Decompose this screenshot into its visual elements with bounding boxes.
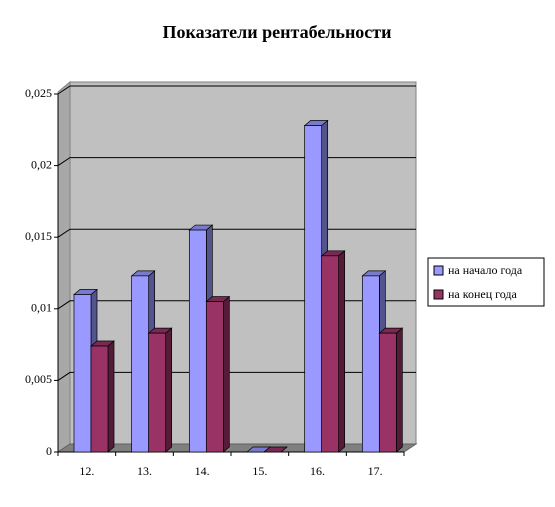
y-tick-label: 0,01 bbox=[31, 301, 52, 315]
bar bbox=[304, 125, 323, 453]
x-tick-label: 15. bbox=[252, 464, 267, 478]
bar bbox=[148, 332, 167, 453]
bar bbox=[378, 332, 397, 453]
x-tick-label: 17. bbox=[368, 464, 383, 478]
bar-side bbox=[222, 295, 230, 453]
y-tick-label: 0,015 bbox=[25, 229, 52, 243]
y-tick-label: 0,02 bbox=[31, 157, 52, 171]
bar bbox=[361, 275, 380, 453]
grid-line bbox=[57, 300, 416, 310]
bar-top bbox=[263, 446, 288, 453]
legend-swatch bbox=[433, 265, 444, 276]
y-tick-label: 0,025 bbox=[25, 86, 52, 100]
grid-line bbox=[57, 85, 416, 95]
x-tick-label: 12. bbox=[79, 464, 94, 478]
bar bbox=[321, 255, 340, 453]
bar bbox=[90, 345, 109, 453]
bar bbox=[188, 229, 207, 453]
bar bbox=[131, 275, 150, 453]
bar bbox=[205, 301, 224, 453]
legend-swatch bbox=[433, 289, 444, 300]
grid-line bbox=[57, 157, 416, 167]
bar-side bbox=[107, 340, 115, 453]
grid-line bbox=[57, 371, 416, 381]
x-tick-label: 13. bbox=[137, 464, 152, 478]
bar-side bbox=[165, 327, 173, 453]
x-tick-label: 16. bbox=[310, 464, 325, 478]
grid-line bbox=[57, 228, 416, 238]
side-wall bbox=[57, 80, 71, 453]
y-tick-label: 0 bbox=[46, 444, 52, 458]
bar-side bbox=[338, 250, 346, 453]
legend-label: на конец года bbox=[448, 287, 518, 301]
chart-title: Показатели рентабельности bbox=[162, 22, 391, 42]
bar bbox=[73, 294, 92, 453]
legend-label: на начало года bbox=[448, 263, 523, 277]
legend bbox=[427, 257, 545, 307]
bar-side bbox=[395, 327, 403, 453]
x-tick-label: 14. bbox=[195, 464, 210, 478]
y-tick-label: 0,005 bbox=[25, 372, 52, 386]
